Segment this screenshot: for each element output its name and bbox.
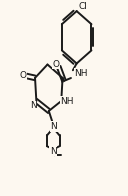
Text: N: N	[51, 122, 57, 131]
Text: O: O	[52, 60, 59, 69]
Text: N: N	[30, 101, 37, 110]
Text: NH: NH	[74, 69, 88, 78]
Text: O: O	[19, 71, 26, 80]
Text: N: N	[50, 147, 57, 156]
Text: NH: NH	[60, 97, 74, 105]
Text: Cl: Cl	[79, 2, 87, 11]
